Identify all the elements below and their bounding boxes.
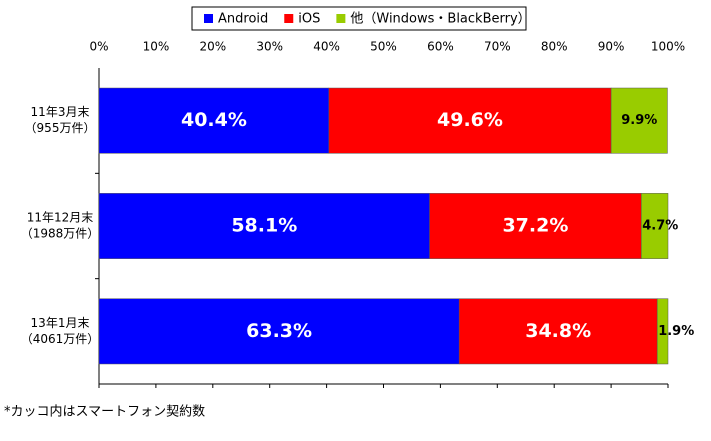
value-label: 49.6% [437, 109, 503, 131]
legend-box [191, 6, 527, 31]
legend-label: iOS [298, 12, 320, 27]
x-tick-label: 30% [256, 40, 283, 54]
bar-segment [98, 193, 430, 259]
x-tick-label: 70% [484, 40, 511, 54]
category-label: 13年1月末 [31, 316, 90, 330]
legend-label: Android [218, 12, 268, 27]
value-label: 4.7% [642, 219, 678, 234]
legend-swatch [284, 14, 294, 23]
x-tick-label: 50% [370, 40, 397, 54]
bar-segment [458, 298, 658, 365]
category-label: 11年3月末 [31, 105, 90, 119]
x-tick-label: 40% [313, 40, 340, 54]
category-label: （1988万件） [21, 227, 100, 241]
value-label: 34.8% [525, 320, 591, 342]
bar-segment [328, 87, 612, 154]
footnote: *カッコ内はスマートフォン契約数 [4, 404, 205, 420]
category-label: 11年12月末 [27, 211, 94, 225]
value-label: 63.3% [246, 320, 312, 342]
value-label: 37.2% [502, 215, 568, 237]
x-tick-label: 60% [427, 40, 454, 54]
category-label: （4061万件） [21, 332, 100, 346]
value-label: 1.9% [658, 324, 694, 339]
legend-swatch [336, 14, 346, 23]
bar-segment [98, 298, 460, 365]
bar-segment [656, 298, 669, 365]
bar-segment [98, 87, 330, 154]
value-label: 58.1% [231, 215, 297, 237]
bar-segment [641, 193, 669, 259]
value-label: 40.4% [181, 109, 247, 131]
value-label: 9.9% [621, 113, 657, 128]
x-tick-label: 20% [199, 40, 226, 54]
x-tick-label: 10% [143, 40, 170, 54]
x-tick-label: 0% [89, 40, 108, 54]
category-label: （955万件） [25, 121, 96, 135]
legend-swatch [204, 14, 213, 23]
x-tick-label: 100% [651, 40, 685, 54]
x-tick-label: 80% [541, 40, 568, 54]
legend-label: 他（Windows・BlackBerry） [350, 12, 530, 27]
x-tick-label: 90% [598, 40, 625, 54]
bar-segment [610, 87, 668, 154]
